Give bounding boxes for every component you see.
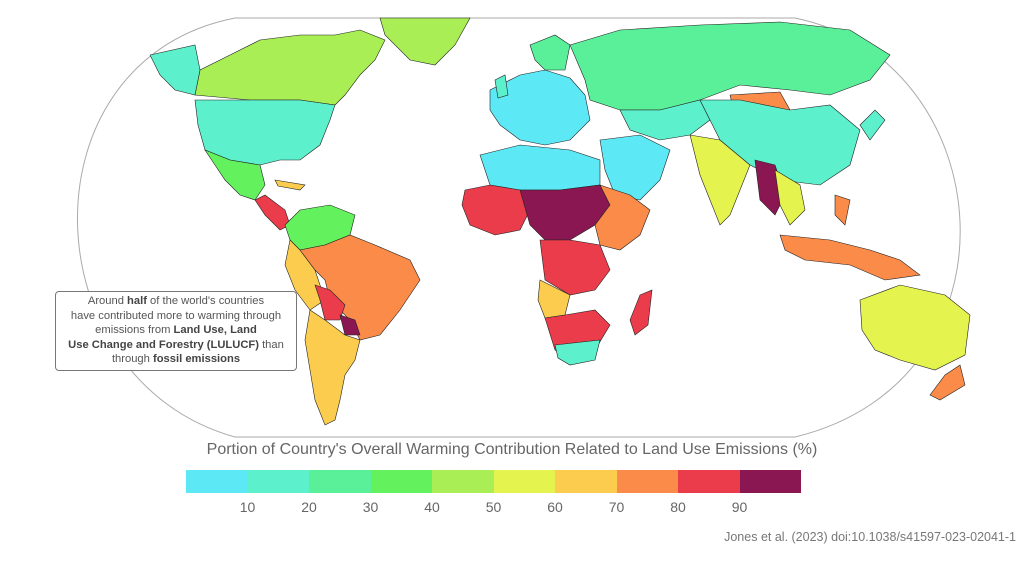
- callout-line-1: Around half of the world's countries: [87, 295, 265, 307]
- legend-swatch: [309, 470, 371, 493]
- region-madagascar: [629, 289, 653, 336]
- region-drc: [539, 239, 611, 296]
- region-alaska: [149, 44, 201, 96]
- region-china: [699, 99, 861, 186]
- legend-swatch: [555, 470, 617, 493]
- region-uk: [494, 74, 509, 99]
- world-map: [77, 17, 971, 438]
- legend-tick-label: 60: [547, 499, 563, 515]
- region-cuba: [274, 179, 306, 191]
- region-indonesia: [779, 234, 921, 281]
- legend-tick-label: 40: [424, 499, 440, 515]
- region-greenland: [379, 17, 471, 66]
- citation: Jones et al. (2023) doi:10.1038/s41597-0…: [724, 530, 1016, 544]
- callout-line-5: through fossil emissions: [111, 353, 241, 366]
- region-australia: [859, 284, 971, 371]
- region-middle-east: [599, 134, 671, 201]
- legend-title: Portion of Country's Overall Warming Con…: [206, 441, 818, 458]
- legend-tick-label: 50: [485, 499, 502, 515]
- region-south-africa: [554, 339, 601, 366]
- region-russia: [569, 21, 891, 111]
- legend-tick-label: 80: [670, 499, 686, 515]
- region-west-africa: [461, 184, 531, 236]
- legend-tick-label: 90: [731, 499, 748, 515]
- callout-line-3: emissions from Land Use, Land: [95, 324, 257, 337]
- region-new-zealand: [929, 364, 966, 401]
- legend-tick-label: 30: [362, 499, 379, 515]
- region-philippines: [834, 194, 851, 226]
- region-central-asia: [619, 99, 711, 141]
- legend-swatch: [678, 470, 740, 493]
- legend-swatch: [616, 470, 678, 493]
- callout-line-4: Use Change and Forestry (LULUCF) than: [68, 338, 284, 351]
- legend-swatch: [493, 470, 555, 493]
- region-brazil: [299, 234, 421, 341]
- region-argentina-chile: [304, 309, 361, 426]
- legend-color-bar: [186, 470, 801, 493]
- annotation-callout: Around half of the world's countries hav…: [55, 291, 297, 371]
- region-scandinavia: [529, 34, 571, 71]
- legend-ticks: 10 20 30 40 50 60 70 80 90: [186, 499, 801, 517]
- legend-tick-label: 20: [301, 499, 317, 515]
- region-paraguay: [339, 314, 361, 336]
- legend-swatch: [370, 470, 432, 493]
- legend-swatch: [739, 470, 801, 493]
- callout-line-2: have contributed more to warming through: [70, 309, 282, 322]
- legend-swatch: [247, 470, 309, 493]
- legend-swatch: [432, 470, 494, 493]
- region-europe: [489, 69, 591, 146]
- legend-swatch: [186, 470, 248, 493]
- legend-tick-label: 70: [608, 499, 625, 515]
- region-east-africa: [594, 184, 651, 251]
- region-bolivia: [314, 284, 346, 321]
- region-southeast-asia: [774, 169, 806, 226]
- legend-tick-label: 10: [239, 499, 256, 515]
- region-japan: [859, 109, 886, 141]
